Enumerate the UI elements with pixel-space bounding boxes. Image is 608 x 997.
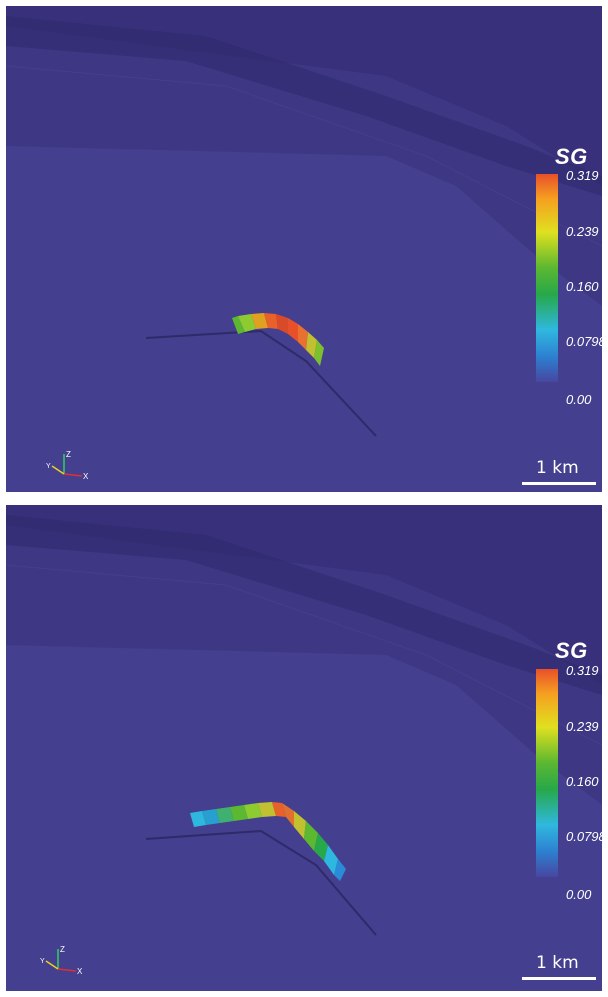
plume-bottom: [190, 802, 346, 881]
colorbar-tick-min: 0.00: [566, 887, 592, 902]
scene-render: [6, 505, 602, 991]
viewport-top[interactable]: SG 0.319 0.239 0.160 0.0798 0.00 1 km Z …: [6, 6, 602, 492]
colorbar-gradient: [536, 174, 558, 382]
axis-x-label: X: [83, 472, 89, 481]
colorbar-tick: 0.160: [566, 279, 599, 294]
axes-triad-icon: Z X Y: [46, 450, 89, 481]
scale-bar-label: 1 km: [536, 953, 579, 973]
scene-render: [6, 6, 602, 492]
colorbar-tick: 0.239: [566, 719, 599, 734]
colorbar-tick: 0.239: [566, 224, 599, 239]
viewport-bottom[interactable]: SG 0.319 0.239 0.160 0.0798 0.00 1 km Z …: [6, 505, 602, 991]
colorbar-tick: 0.0798: [566, 334, 602, 349]
colorbar-tick-max: 0.319: [566, 663, 599, 678]
axis-x-label: X: [77, 967, 83, 976]
scale-bar-label: 1 km: [536, 458, 579, 478]
axis-y-label: Y: [40, 958, 45, 965]
colorbar-gradient: [536, 669, 558, 877]
scale-bar: [522, 482, 596, 485]
colorbar-tick-max: 0.319: [566, 168, 599, 183]
colorbar-title: SG: [555, 638, 588, 663]
axes-triad-icon: Z X Y: [40, 945, 83, 976]
colorbar-tick-min: 0.00: [566, 392, 592, 407]
scale-bar: [522, 977, 596, 980]
colorbar-tick: 0.160: [566, 774, 599, 789]
plume-top: [232, 313, 324, 366]
axis-y-label: Y: [46, 463, 51, 470]
axis-z-label: Z: [66, 450, 71, 459]
colorbar-title: SG: [555, 144, 588, 169]
colorbar-tick: 0.0798: [566, 829, 602, 844]
axis-z-label: Z: [60, 945, 65, 954]
